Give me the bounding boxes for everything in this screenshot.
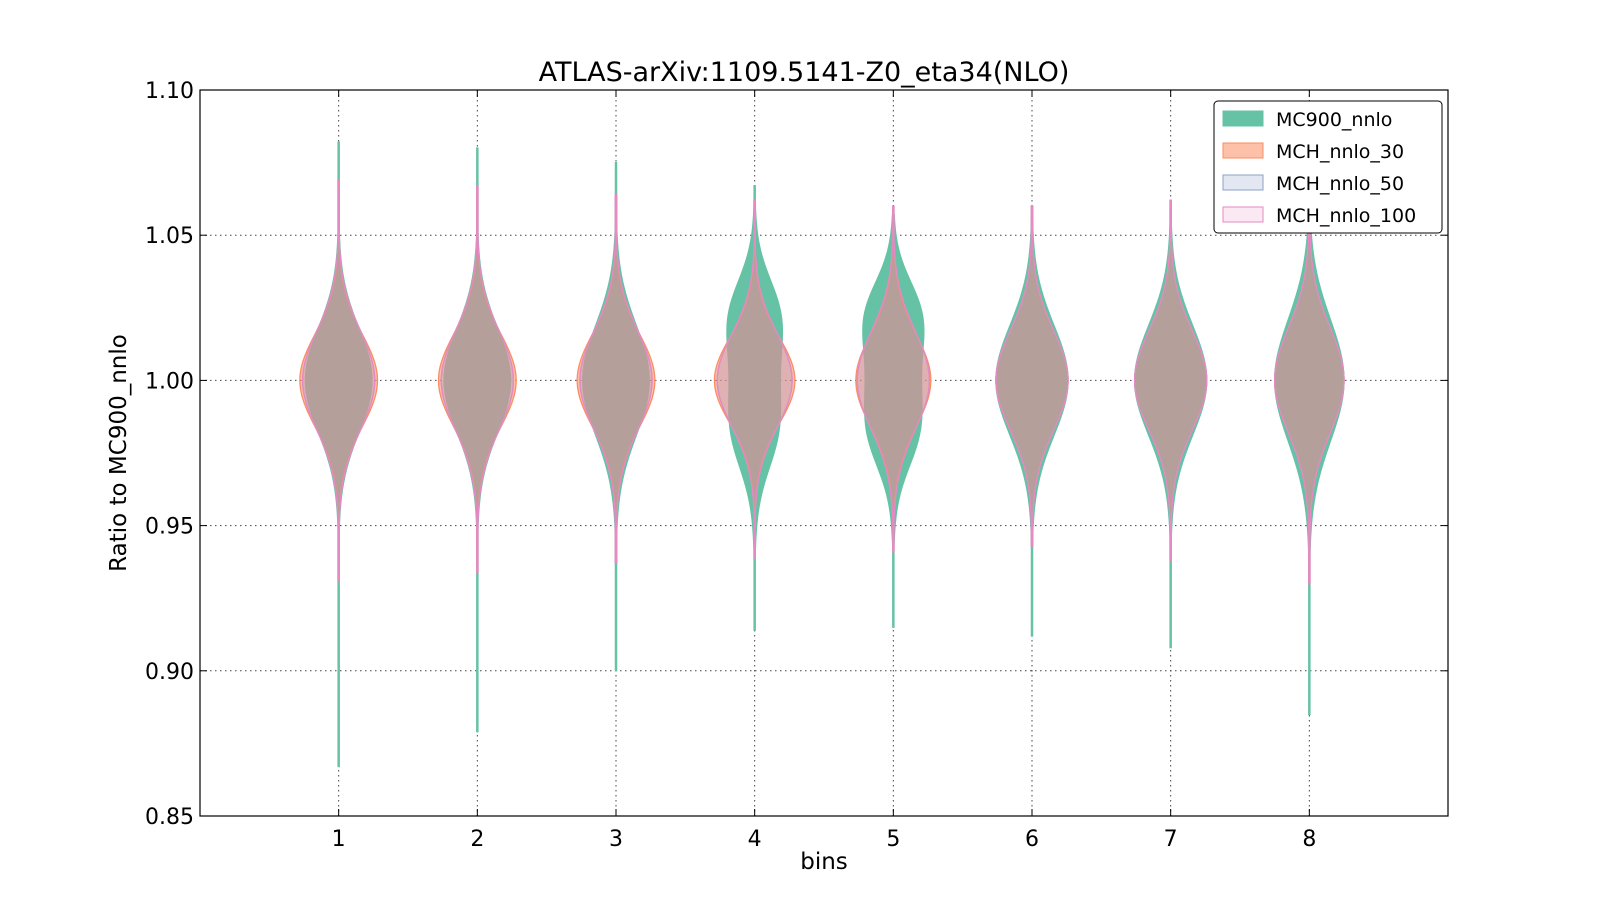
y-tick-label: 0.90 xyxy=(145,660,194,685)
legend-swatch xyxy=(1222,142,1264,159)
violin-layer xyxy=(299,141,1345,768)
violin-MCH_nnlo_100-bin-6 xyxy=(995,205,1069,547)
x-tick-label: 7 xyxy=(1164,827,1178,852)
legend-swatch xyxy=(1222,110,1264,127)
x-axis: 1 2 3 4 5 6 7 8 xyxy=(332,90,1316,852)
plot-frame xyxy=(199,89,1449,817)
x-tick-label: 4 xyxy=(748,827,762,852)
x-axis-label: bins xyxy=(800,849,848,875)
violin-MCH_nnlo_100-bin-3 xyxy=(579,193,653,564)
legend-swatch xyxy=(1222,174,1264,191)
legend: MC900_nnlo MCH_nnlo_30 MCH_nnlo_50 MCH_nnlo… xyxy=(1213,100,1443,234)
legend-swatch xyxy=(1222,206,1264,223)
violin-MCH_nnlo_100-bin-4 xyxy=(716,199,793,559)
violin-MCH_nnlo_100-bin-2 xyxy=(440,185,515,573)
x-tick-label: 5 xyxy=(886,827,900,852)
legend-label: MCH_nnlo_50 xyxy=(1276,173,1404,195)
violin-MCH_nnlo_100-bin-5 xyxy=(856,205,931,553)
x-tick-label: 8 xyxy=(1302,827,1316,852)
chart-title: ATLAS-arXiv:1109.5141-Z0_eta34(NLO) xyxy=(539,57,1070,88)
y-tick-label: 1.00 xyxy=(145,369,194,394)
y-tick-label: 0.85 xyxy=(145,805,194,830)
legend-box xyxy=(1213,100,1443,234)
y-tick-label: 0.95 xyxy=(145,515,194,540)
legend-label: MC900_nnlo xyxy=(1276,109,1392,131)
legend-label: MCH_nnlo_100 xyxy=(1276,205,1416,227)
x-tick-label: 2 xyxy=(470,827,484,852)
legend-label: MCH_nnlo_30 xyxy=(1276,141,1404,163)
y-tick-label: 1.05 xyxy=(145,224,194,249)
y-axis: 0.85 0.90 0.95 1.00 1.05 1.10 xyxy=(145,79,1448,830)
x-tick-label: 3 xyxy=(609,827,623,852)
y-tick-label: 1.10 xyxy=(145,79,194,104)
y-axis-label: Ratio to MC900_nnlo xyxy=(106,334,132,572)
violin-MCH_nnlo_100-bin-1 xyxy=(301,179,376,582)
x-tick-label: 6 xyxy=(1025,827,1039,852)
violin-MCH_nnlo_100-bin-7 xyxy=(1133,199,1208,562)
x-tick-label: 1 xyxy=(332,827,346,852)
